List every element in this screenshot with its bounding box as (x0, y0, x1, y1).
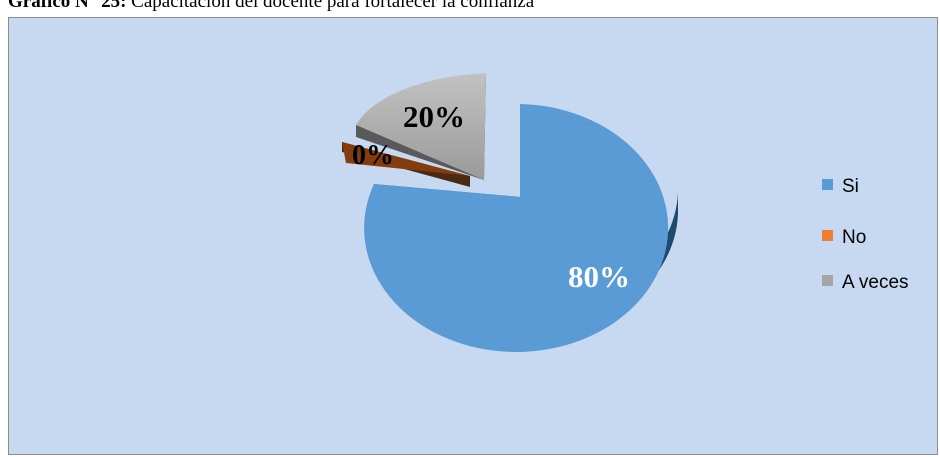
caption-label: Gráfico N° 25: (8, 0, 127, 12)
legend-label-a-veces: A veces (842, 272, 909, 293)
legend: Si No A veces (822, 176, 909, 293)
chart-caption: Gráfico N° 25: Capacitación del docente … (8, 0, 534, 13)
data-label-no: 0% (352, 140, 394, 171)
legend-swatch-a-veces (822, 275, 833, 286)
data-label-si: 80% (568, 259, 630, 294)
data-label-a-veces: 20% (403, 99, 465, 134)
legend-swatch-no (822, 230, 833, 241)
pie-slice-a-veces (356, 73, 486, 180)
pie-slice-si (364, 104, 669, 352)
legend-label-si: Si (842, 176, 859, 197)
pie-slice-no (342, 142, 470, 176)
caption-title: Capacitación del docente para fortalecer… (126, 0, 535, 12)
legend-label-no: No (842, 227, 866, 248)
legend-swatch-si (822, 179, 833, 190)
